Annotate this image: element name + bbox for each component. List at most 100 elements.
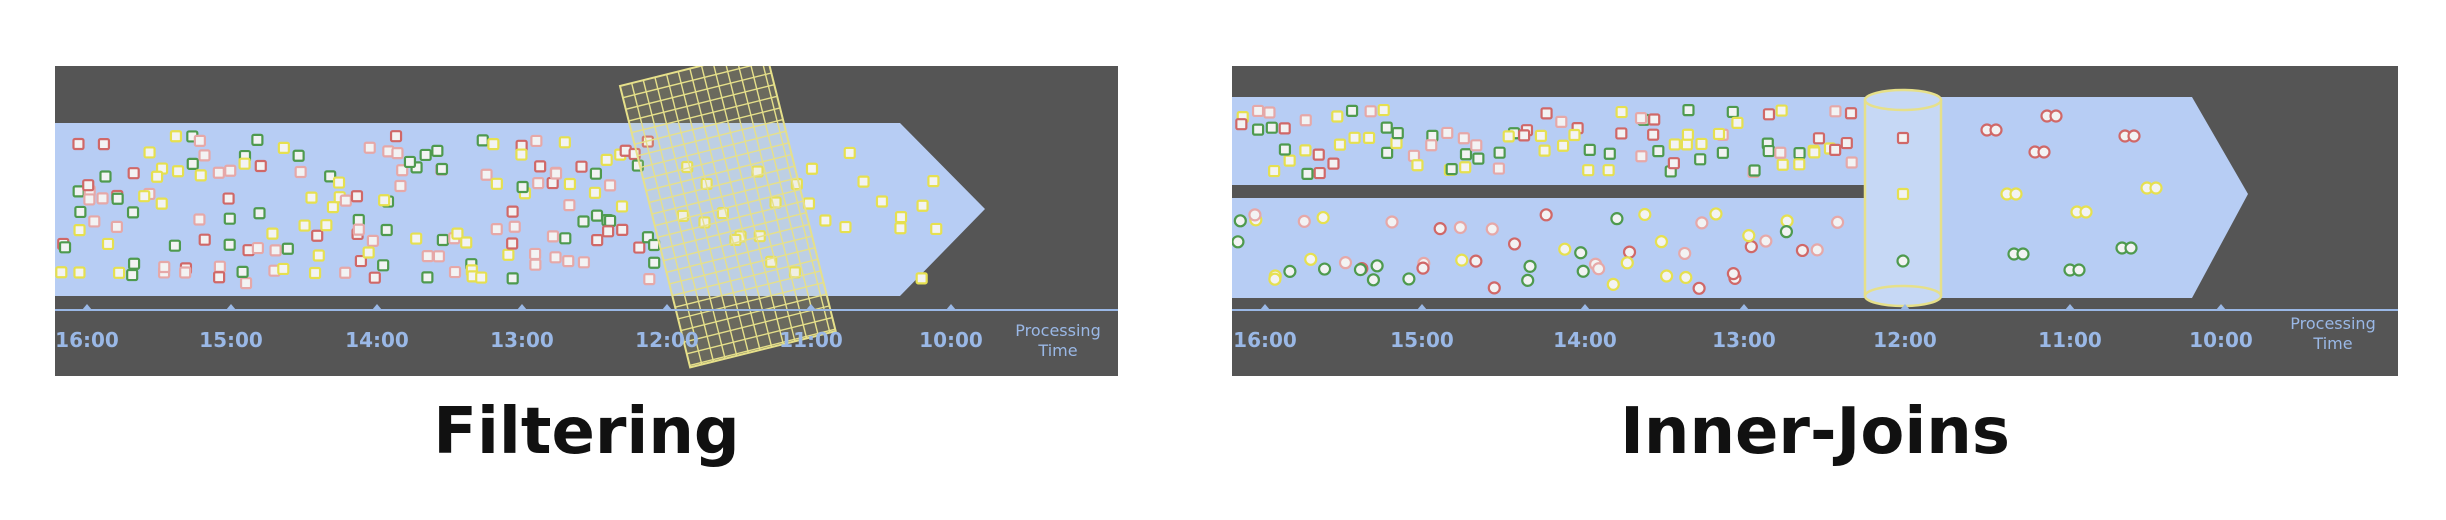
event-square: [277, 262, 290, 276]
event-circle: [1338, 256, 1353, 270]
filter-grid-line: [677, 281, 824, 320]
event-square: [451, 227, 464, 240]
filter-grid-line: [686, 316, 833, 355]
event-circle: [1780, 214, 1794, 228]
event-square: [1716, 146, 1729, 159]
join-cylinder-top: [1863, 88, 1943, 112]
event-square: [1568, 128, 1581, 142]
event-square: [269, 244, 282, 257]
event-square: [1534, 129, 1548, 142]
event-circle: [1726, 267, 1740, 281]
event-square: [403, 155, 417, 169]
event-square: [1445, 163, 1458, 176]
event-circle: [1433, 222, 1447, 236]
event-square: [1681, 128, 1695, 141]
event-circle: [1678, 246, 1692, 261]
filtering-panel: 16:00 15:00 14:00 13:00 12:00 11:00 10:00 Proc…: [55, 66, 1118, 376]
event-square: [352, 213, 365, 227]
filter-grid-line: [683, 305, 830, 343]
filter-grid-line: [680, 293, 827, 332]
event-square: [1502, 130, 1515, 143]
event-square: [1840, 136, 1853, 150]
event-square: [223, 238, 236, 251]
filter-grid-line: [628, 83, 775, 122]
filtered-event-square: [857, 175, 870, 188]
event-square: [253, 207, 266, 220]
event-circle: [1576, 264, 1590, 278]
filter-grid-line: [631, 95, 778, 134]
event-square: [1762, 108, 1776, 121]
event-square: [324, 170, 337, 183]
event-square: [534, 160, 547, 173]
event-circle: [1742, 229, 1756, 243]
filtered-event-square: [819, 214, 832, 227]
time-tick-mark: [82, 304, 92, 310]
event-square: [648, 238, 661, 252]
event-square: [1615, 105, 1628, 119]
event-square: [589, 167, 603, 180]
event-square: [127, 257, 141, 270]
filter-grid-line: [648, 165, 795, 204]
event-square: [83, 193, 96, 206]
event-square: [559, 232, 572, 245]
filtered-event-square: [930, 222, 943, 236]
event-square: [171, 165, 185, 178]
event-square: [312, 249, 325, 262]
event-square: [110, 220, 123, 233]
filter-grid-line: [651, 177, 798, 215]
event-square: [1540, 107, 1553, 120]
event-circle: [1692, 281, 1706, 295]
inner-joins-panel: 16:00 15:00 14:00 13:00 12:00 11:00 10:00 Proc…: [1232, 66, 2398, 376]
filtered-event-square: [875, 195, 889, 208]
event-square: [490, 177, 503, 190]
filtered-event-square: [915, 272, 928, 285]
event-square: [305, 191, 318, 204]
event-square: [377, 259, 390, 272]
event-square: [1774, 146, 1787, 159]
filtering-axis-label-line2: Time: [1037, 341, 1077, 360]
event-square: [213, 271, 226, 284]
event-square: [616, 223, 629, 236]
event-square: [1726, 105, 1739, 119]
event-square: [113, 266, 126, 279]
filter-grid-line: [666, 235, 813, 273]
filter-grid-mesh: [618, 66, 837, 369]
event-square: [1493, 146, 1506, 159]
event-square: [339, 266, 352, 279]
event-square: [97, 138, 111, 151]
event-square: [193, 134, 206, 147]
filter-grid-line: [689, 328, 836, 367]
event-square: [1391, 127, 1404, 140]
filtering-events: [55, 130, 943, 290]
filter-grid-line: [674, 270, 821, 308]
event-circle: [1283, 264, 1297, 278]
event-square: [88, 215, 101, 228]
event-square: [126, 268, 139, 282]
event-square: [1327, 157, 1340, 170]
event-square: [193, 213, 206, 226]
event-square: [615, 200, 629, 213]
event-square: [99, 170, 112, 183]
event-square: [528, 247, 542, 261]
time-tick-label: 15:00: [199, 328, 263, 352]
event-square: [1648, 113, 1661, 126]
event-square: [292, 149, 305, 162]
join-cylinder-events: [1896, 131, 1910, 268]
event-square: [1411, 159, 1424, 172]
time-tick-mark: [1417, 304, 1427, 310]
event-circle: [1469, 254, 1483, 268]
time-tick-mark: [226, 304, 236, 310]
event-square: [368, 271, 381, 284]
event-square: [577, 215, 590, 228]
event-square: [1694, 153, 1707, 166]
event-square: [1278, 143, 1292, 156]
inner-joins-diagram: 16:00 15:00 14:00 13:00 12:00 11:00 10:00 Proc…: [1232, 66, 2398, 376]
event-square: [1647, 128, 1660, 141]
event-circle: [1539, 208, 1553, 222]
event-square: [575, 160, 588, 173]
event-square: [516, 180, 529, 194]
event-square: [1556, 139, 1570, 152]
event-square: [1265, 121, 1278, 134]
time-tick-mark: [1739, 304, 1749, 310]
event-square: [1762, 144, 1775, 158]
